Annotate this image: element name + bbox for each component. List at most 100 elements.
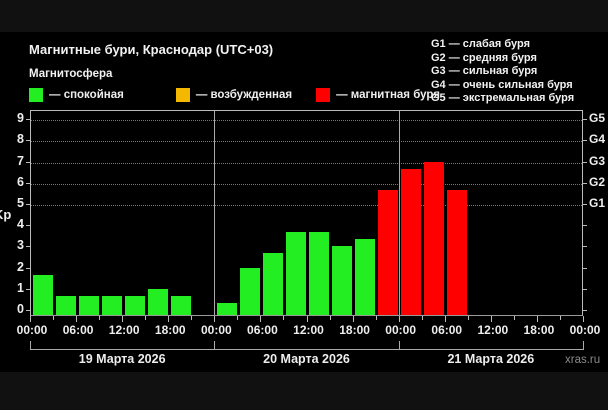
y-tick-mark xyxy=(26,182,30,184)
g3-legend: G3 — сильная буря xyxy=(431,65,538,77)
y-tick-label: 3 xyxy=(17,238,24,253)
right-tick-label: G1 xyxy=(589,196,606,210)
x-tick-mark xyxy=(375,316,377,320)
gridline xyxy=(31,120,582,122)
gridline xyxy=(31,205,582,206)
watermark: xras.ru xyxy=(565,354,601,366)
right-tick-mark xyxy=(583,310,587,311)
x-tick-mark xyxy=(467,316,469,320)
x-tick-label: 06:00 xyxy=(62,323,94,337)
kp-bar xyxy=(262,253,283,315)
right-tick-mark xyxy=(583,225,587,227)
day-divider xyxy=(214,111,216,315)
g1-legend: G1 — слабая буря xyxy=(431,38,531,50)
calm-swatch xyxy=(29,88,43,102)
date-bracket xyxy=(214,341,400,350)
right-tick-mark xyxy=(583,246,587,248)
legend-calm: — спокойная xyxy=(29,88,124,102)
kp-bar xyxy=(170,295,191,315)
g2-legend: G2 — средняя буря xyxy=(431,51,537,64)
legend-excited-label: — возбужденная xyxy=(195,89,293,101)
x-tick-mark xyxy=(559,316,561,320)
kp-bar xyxy=(309,232,330,315)
right-tick-mark xyxy=(583,119,587,121)
legend-storm-label: — магнитная буря xyxy=(336,89,440,101)
x-tick-label: 00:00 xyxy=(16,323,48,337)
y-tick-label: 7 xyxy=(17,153,24,168)
chart-title: Магнитные бури, Краснодар (UTC+03) xyxy=(29,42,274,57)
y-tick-label: 4 xyxy=(17,217,24,232)
kp-bar xyxy=(355,239,376,315)
kp-bar xyxy=(124,295,145,315)
x-tick-mark xyxy=(398,316,400,322)
status-legend: — спокойная — возбужденная — магнитная б… xyxy=(29,88,460,102)
g5-legend: G5 — экстремальная буря xyxy=(431,92,575,104)
x-tick-label: 18:00 xyxy=(154,323,186,337)
right-tick-label: G4 xyxy=(589,132,606,147)
date-bracket xyxy=(30,341,216,350)
y-tick-mark xyxy=(26,246,30,248)
x-tick-mark xyxy=(214,316,216,322)
y-tick-label: 9 xyxy=(17,111,24,126)
kp-bar xyxy=(147,288,168,315)
kp-bar xyxy=(32,274,53,315)
y-tick-label: 6 xyxy=(17,174,24,189)
x-tick-mark xyxy=(122,316,124,322)
plot-area xyxy=(30,110,583,316)
date-label: 21 Марта 2026 xyxy=(447,352,535,366)
day-divider xyxy=(398,111,400,315)
kp-bar xyxy=(239,267,260,315)
date-label: 19 Марта 2026 xyxy=(78,352,166,366)
x-tick-mark xyxy=(191,316,193,320)
x-tick-label: 18:00 xyxy=(523,323,555,337)
right-tick-label: G5 xyxy=(589,111,606,126)
right-tick-mark xyxy=(583,204,587,205)
x-tick-mark xyxy=(76,316,78,322)
x-tick-label: 00:00 xyxy=(569,323,601,337)
legend-calm-label: — спокойная xyxy=(49,89,124,101)
y-tick-mark xyxy=(26,119,30,121)
y-tick-mark xyxy=(26,288,30,290)
x-tick-mark xyxy=(421,316,423,320)
y-tick-label: 2 xyxy=(17,259,24,274)
date-label: 20 Марта 2026 xyxy=(263,352,350,366)
y-tick-label: 0 xyxy=(17,302,24,316)
y-tick-mark xyxy=(26,161,30,163)
x-tick-label: 12:00 xyxy=(477,323,509,337)
g-scale-legend: G1 — слабая буря G2 — средняя буря G3 — … xyxy=(431,38,574,106)
x-tick-mark xyxy=(145,316,147,320)
x-tick-mark xyxy=(490,316,492,322)
storm-swatch xyxy=(316,88,331,102)
kp-bar xyxy=(285,232,306,315)
x-tick-label: 06:00 xyxy=(247,323,278,337)
g4-legend: G4 — очень сильная буря xyxy=(431,78,573,91)
legend-excited: — возбужденная xyxy=(175,88,293,102)
x-tick-mark xyxy=(583,316,584,322)
right-tick-mark xyxy=(583,182,587,184)
y-tick-mark xyxy=(26,140,30,142)
x-tick-mark xyxy=(306,316,308,322)
date-bracket xyxy=(398,341,584,350)
x-tick-mark xyxy=(168,316,170,322)
x-tick-mark xyxy=(283,316,285,320)
right-tick-label: G3 xyxy=(589,153,606,168)
gridline xyxy=(31,183,582,185)
magnetosphere-label: Магнитосфера xyxy=(29,68,113,80)
x-tick-mark xyxy=(260,316,262,322)
kp-bar xyxy=(424,161,445,315)
right-tick-mark xyxy=(583,288,587,290)
right-tick-mark xyxy=(583,267,587,269)
kp-bar xyxy=(378,189,399,315)
x-tick-mark xyxy=(30,316,31,322)
right-tick-label: G2 xyxy=(589,174,606,189)
x-tick-label: 00:00 xyxy=(200,323,232,337)
x-tick-label: 00:00 xyxy=(385,323,416,337)
x-tick-mark xyxy=(237,316,239,320)
kp-bar xyxy=(216,303,237,315)
y-tick-mark xyxy=(26,204,30,205)
y-tick-label: 5 xyxy=(17,196,24,210)
excited-swatch xyxy=(175,88,190,102)
kp-bar xyxy=(55,295,76,315)
x-tick-label: 18:00 xyxy=(339,323,370,337)
gridline xyxy=(31,162,582,164)
